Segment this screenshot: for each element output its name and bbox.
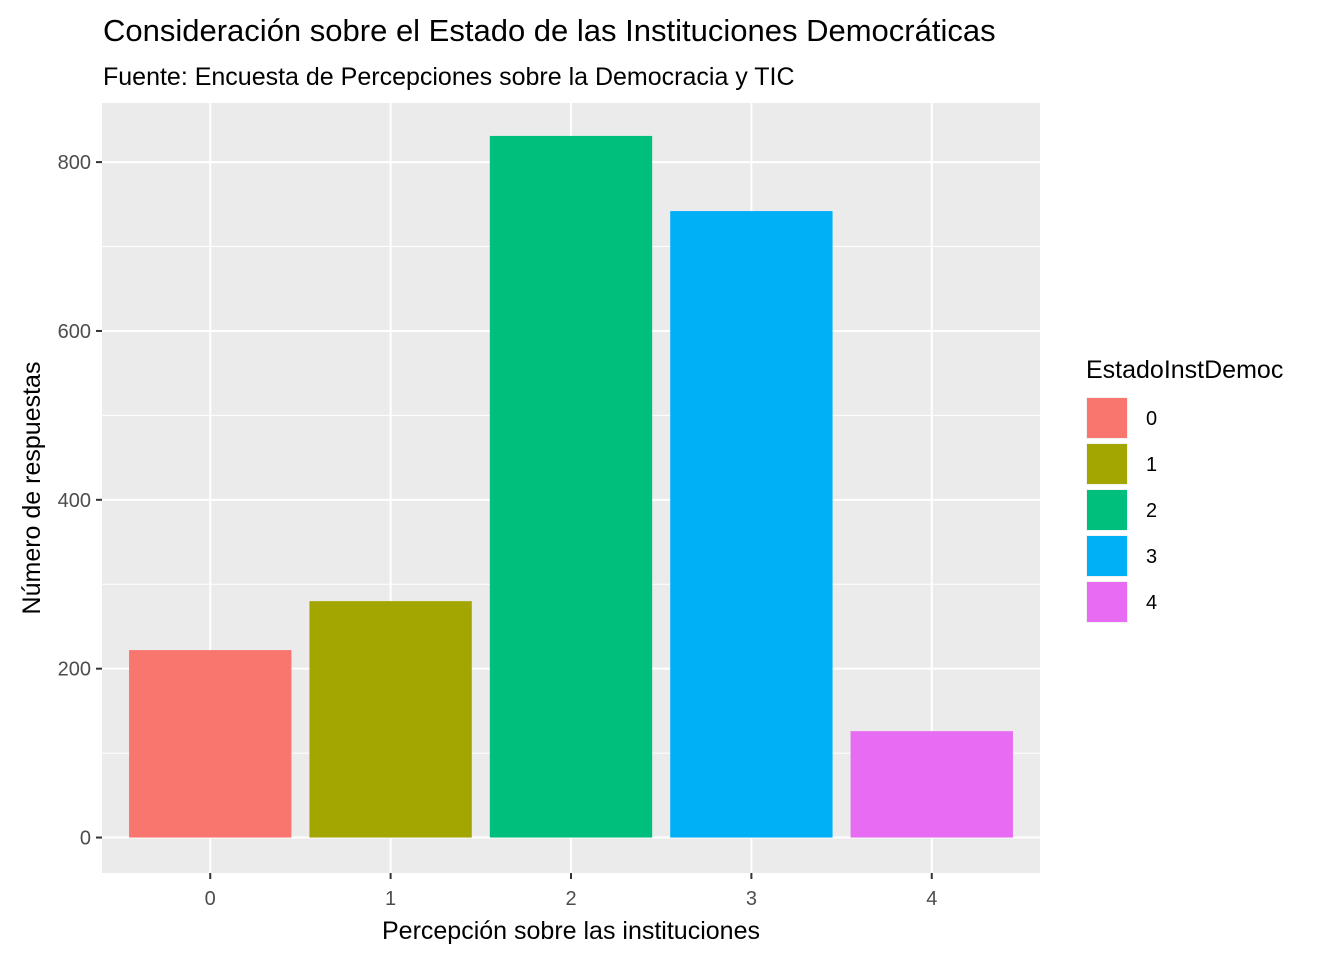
x-tick-label: 4 [926, 888, 937, 910]
legend-key-1 [1087, 444, 1127, 484]
x-axis-title: Percepción sobre las instituciones [382, 917, 760, 945]
legend-label: 2 [1146, 500, 1157, 522]
legend-key-0 [1087, 398, 1127, 438]
x-tick-label: 0 [205, 888, 216, 910]
bar-2 [489, 135, 653, 838]
legend-key-2 [1087, 490, 1127, 530]
legend-title: EstadoInstDemoc [1086, 356, 1283, 384]
legend-label: 1 [1146, 454, 1157, 476]
legend-label: 0 [1146, 408, 1157, 430]
bar-3 [670, 211, 833, 838]
y-axis-title: Número de respuestas [18, 362, 46, 615]
chart-title: Consideración sobre el Estado de las Ins… [103, 13, 996, 48]
x-tick-label: 3 [746, 888, 757, 910]
y-tick-label: 0 [80, 828, 91, 850]
legend: EstadoInstDemoc 0 1 2 3 4 [1086, 356, 1283, 623]
legend-key-4 [1087, 582, 1127, 622]
y-axis: 0 200 400 600 800 [58, 152, 102, 850]
y-tick-label: 600 [58, 321, 91, 343]
bars [129, 135, 1013, 838]
y-tick-label: 800 [58, 152, 91, 174]
bar-1 [309, 601, 472, 838]
chart-subtitle: Fuente: Encuesta de Percepciones sobre l… [103, 63, 795, 91]
legend-key-3 [1087, 536, 1127, 576]
x-tick-label: 1 [385, 888, 396, 910]
bar-0 [129, 650, 292, 838]
y-tick-label: 400 [58, 490, 91, 512]
legend-label: 4 [1146, 592, 1157, 614]
legend-label: 3 [1146, 546, 1157, 568]
y-tick-label: 200 [58, 659, 91, 681]
x-axis: 0 1 2 3 4 [205, 873, 937, 910]
bar-4 [850, 731, 1013, 838]
x-tick-label: 2 [565, 888, 576, 910]
legend-items: 0 1 2 3 4 [1086, 397, 1157, 623]
